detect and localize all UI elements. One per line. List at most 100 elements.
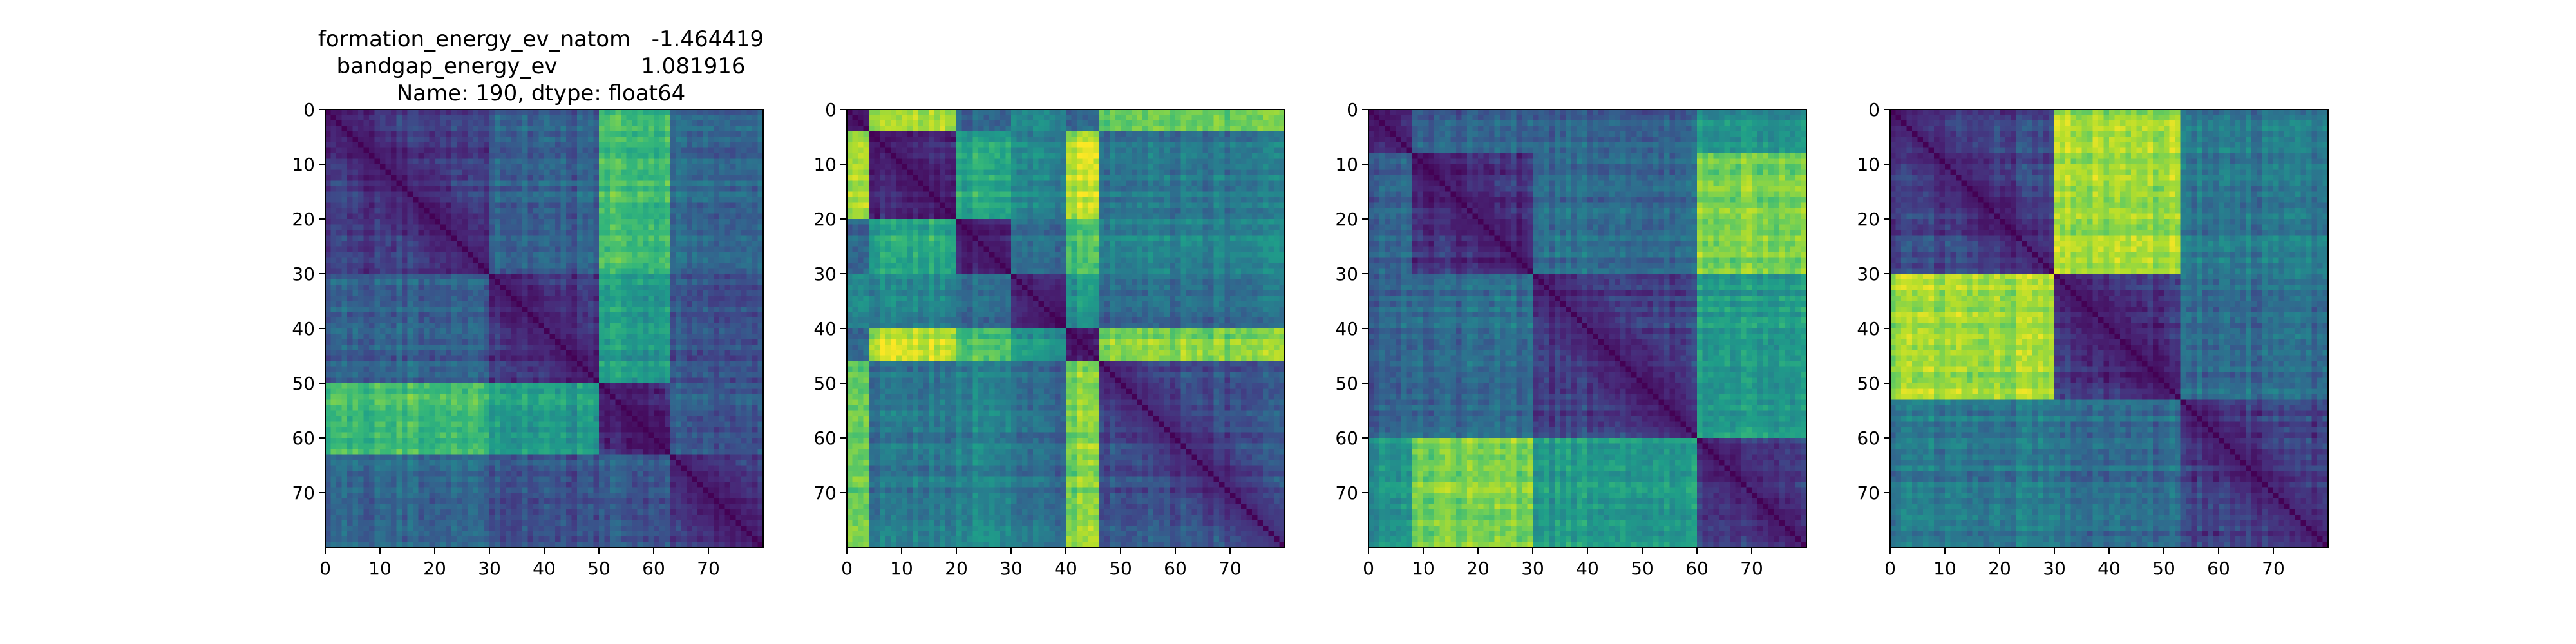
heatmap-cell [659, 115, 665, 121]
heatmap-cell [419, 301, 424, 307]
heatmap-cell [484, 444, 490, 450]
heatmap-cell [676, 339, 681, 345]
heatmap-cell [627, 411, 632, 417]
heatmap-cell [522, 269, 528, 274]
heatmap-cell [369, 323, 375, 329]
heatmap-cell [495, 225, 501, 231]
heatmap-cell [550, 192, 556, 198]
heatmap-cell [561, 203, 567, 209]
heatmap-cell [725, 438, 731, 444]
heatmap-cell [632, 192, 638, 198]
heatmap-cell [522, 433, 528, 439]
heatmap-cell [577, 411, 583, 417]
heatmap-cell [703, 422, 709, 428]
heatmap-cell [555, 279, 561, 285]
heatmap-cell [440, 285, 446, 290]
heatmap-cell [500, 131, 506, 137]
heatmap-cell [714, 444, 720, 450]
heatmap-cell [627, 427, 632, 433]
heatmap-cell [539, 416, 545, 422]
heatmap-cell [336, 449, 342, 455]
heatmap-cell [627, 126, 632, 132]
heatmap-cell [741, 356, 747, 362]
heatmap-cell [681, 405, 687, 411]
heatmap-cell [627, 181, 632, 187]
heatmap-cell [435, 142, 440, 148]
heatmap-cell [681, 334, 687, 340]
heatmap-cell [517, 334, 523, 340]
heatmap-cell [331, 148, 337, 154]
heatmap-cell [719, 274, 725, 279]
heatmap-cell [550, 389, 556, 395]
heatmap-cell [484, 323, 490, 329]
heatmap-cell [402, 247, 408, 252]
heatmap-cell [506, 137, 512, 143]
heatmap-cell [555, 258, 561, 263]
heatmap-cell [681, 317, 687, 323]
heatmap-cell [577, 378, 583, 384]
heatmap-cell [336, 252, 342, 258]
heatmap-cell [419, 411, 424, 417]
heatmap-cell [687, 208, 692, 214]
heatmap-cell [605, 274, 611, 279]
heatmap-cell [708, 279, 714, 285]
heatmap-cell [643, 153, 649, 159]
heatmap-cell [572, 175, 578, 181]
heatmap-cell [703, 372, 709, 378]
heatmap-cell [714, 307, 720, 312]
heatmap-cell [533, 214, 539, 220]
heatmap-cell [325, 225, 331, 231]
heatmap-cell [566, 263, 572, 269]
heatmap-cell [550, 186, 556, 192]
heatmap-cell [435, 433, 440, 439]
heatmap-cell [736, 444, 742, 450]
heatmap-cell [336, 372, 342, 378]
heatmap-cell [752, 312, 758, 318]
heatmap-cell [325, 411, 331, 417]
heatmap-cell [478, 328, 484, 334]
heatmap-cell [478, 258, 484, 263]
heatmap-cell [605, 350, 611, 356]
heatmap-cell [347, 312, 353, 318]
heatmap-cell [676, 208, 681, 214]
heatmap-cell [369, 263, 375, 269]
heatmap-cell [408, 241, 413, 247]
heatmap-cell [413, 279, 419, 285]
heatmap-cell [342, 219, 348, 225]
heatmap-cell [747, 383, 753, 389]
heatmap-cell [478, 317, 484, 323]
heatmap-cell [402, 214, 408, 220]
heatmap-cell [703, 208, 709, 214]
heatmap-cell [703, 115, 709, 121]
heatmap-cell [375, 208, 381, 214]
heatmap-cell [736, 137, 742, 143]
heatmap-cell [500, 438, 506, 444]
heatmap-cell [665, 131, 670, 137]
heatmap-cell [566, 192, 572, 198]
heatmap-cell [610, 312, 616, 318]
heatmap-cell [397, 230, 402, 236]
heatmap-cell [484, 350, 490, 356]
heatmap-cell [430, 170, 435, 176]
heatmap-cell [649, 394, 654, 400]
heatmap-cell [325, 356, 331, 362]
heatmap-cell [457, 433, 462, 439]
heatmap-cell [539, 137, 545, 143]
heatmap-cell [654, 192, 659, 198]
heatmap-cell [741, 192, 747, 198]
heatmap-cell [670, 345, 676, 351]
heatmap-cell [730, 307, 736, 312]
heatmap-cell [555, 225, 561, 231]
heatmap-cell [506, 170, 512, 176]
heatmap-cell [676, 192, 681, 198]
heatmap-cell [599, 345, 605, 351]
heatmap-cell [638, 394, 643, 400]
heatmap-cell [473, 323, 479, 329]
heatmap-cell [462, 203, 468, 209]
heatmap-cell [500, 186, 506, 192]
heatmap-cell [331, 345, 337, 351]
heatmap-cell [430, 444, 435, 450]
heatmap-cell [522, 109, 528, 115]
heatmap-cell [649, 109, 654, 115]
heatmap-cell [364, 241, 370, 247]
